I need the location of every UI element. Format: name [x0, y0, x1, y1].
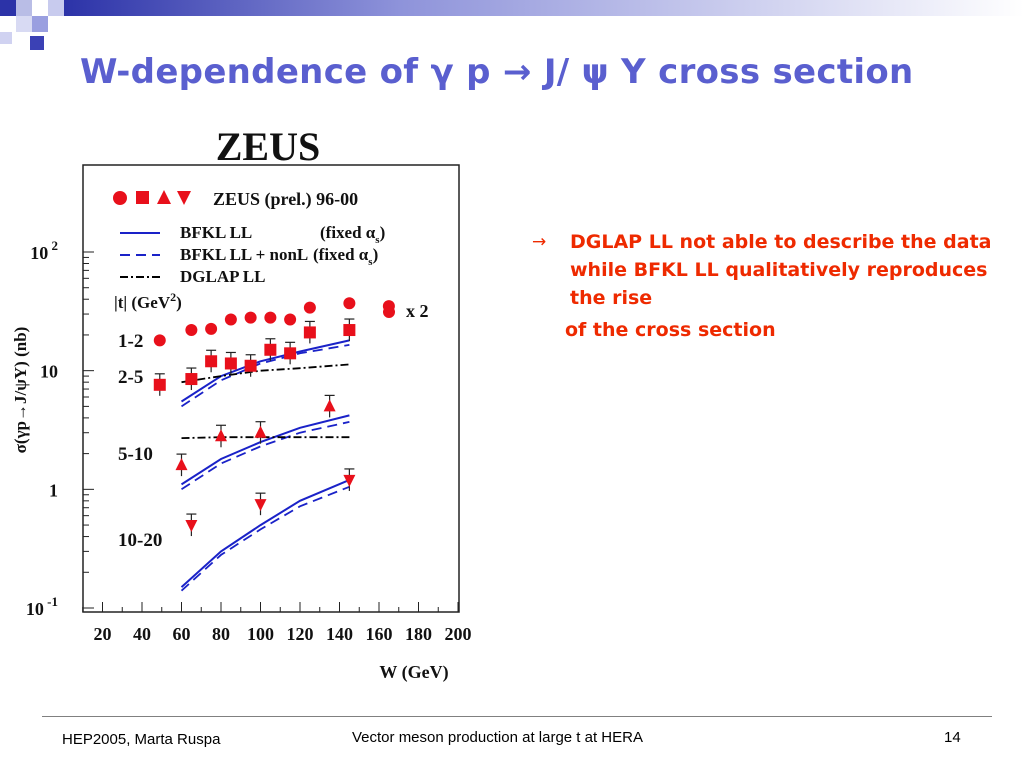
data-point-square [264, 343, 277, 356]
header-gradient-bar [64, 0, 1024, 16]
legend-line-label: BFKL LL [180, 223, 252, 242]
legend-marker-triangle-down [177, 191, 191, 205]
arrow-bullet-icon: → [532, 232, 547, 252]
bullet-point: → DGLAP LL not able to describe the data… [532, 228, 992, 344]
data-point-circle [185, 324, 198, 337]
zeus-chart: ZEUS 20 40 60 80 100 120 140 160 180 200 10 -1 1 10 1… [0, 110, 500, 700]
slide-title: W-dependence of γ p → J/ ψ Y cross secti… [80, 52, 914, 92]
legend-line-label: BFKL LL + nonL [180, 245, 308, 264]
logo-square-light-top [16, 0, 32, 16]
legend-t-header: |t| (GeV2) [114, 290, 182, 312]
chart-title: ZEUS [216, 124, 321, 169]
data-point-triangle-up [323, 399, 336, 412]
bfkl-nonl-curve [181, 344, 350, 408]
y-tick-label: 1 [49, 480, 58, 500]
data-point-circle [224, 313, 237, 326]
bullet-text-line2: of the cross section [565, 319, 776, 341]
data-point-circle [343, 297, 356, 310]
logo-square-lavender [32, 16, 48, 32]
data-point-triangle-up [175, 458, 188, 471]
bfkl-nonl-curve [180, 485, 350, 592]
data-point-triangle-down [343, 474, 356, 487]
dglap-curve [181, 436, 350, 439]
y-tick-label: 10 -1 [26, 594, 58, 619]
series-label: 2-5 [118, 367, 143, 388]
series-label: 1-2 [118, 331, 143, 352]
data-point-triangle-down [254, 499, 267, 512]
data-point-square [244, 359, 257, 372]
x-tick-label: 100 [247, 624, 274, 644]
x-tick-label: 60 [173, 624, 191, 644]
footer-talk-title: Vector meson production at large t at HE… [352, 729, 643, 746]
scale-note-marker [383, 306, 395, 318]
data-point-square [343, 324, 356, 337]
data-point-circle [303, 301, 316, 314]
data-point-circle [264, 311, 277, 324]
y-tick-label: 10 [40, 362, 58, 382]
data-point-square [205, 355, 218, 368]
x-axis-label: W (GeV) [379, 662, 448, 683]
legend-line-label: DGLAP LL [180, 267, 266, 286]
legend-line-note: (fixed αs) [320, 223, 385, 246]
data-point-circle [284, 313, 297, 326]
bfkl-curve [180, 414, 350, 486]
data-point-square [185, 373, 198, 386]
logo-square-small [0, 32, 12, 44]
legend-marker-triangle-up [157, 190, 171, 204]
logo-square-blue-mid [30, 36, 44, 50]
x-tick-label: 200 [445, 624, 472, 644]
data-point-square [153, 378, 166, 391]
plot-frame [82, 164, 460, 613]
x-tick-label: 80 [212, 624, 230, 644]
data-point-triangle-down [185, 520, 198, 533]
data-point-square [224, 357, 237, 370]
footer-divider [42, 716, 992, 717]
y-tick-label: 10 2 [30, 238, 58, 263]
logo-square-blue-top [0, 0, 16, 16]
x-tick-label: 120 [287, 624, 314, 644]
data-point-circle [244, 311, 257, 324]
bfkl-curve [180, 478, 350, 588]
dglap-curve [181, 363, 350, 384]
chart-svg: ZEUS 20 40 60 80 100 120 140 160 180 200 10 -1 1 10 1… [11, 124, 472, 683]
data-point-triangle-up [254, 425, 267, 438]
data-point-circle [153, 334, 166, 347]
x-tick-label: 140 [326, 624, 353, 644]
bfkl-nonl-curve [181, 421, 350, 491]
page-number: 14 [944, 729, 961, 746]
legend-marker-circle [113, 191, 127, 205]
scale-note-label: x 2 [406, 301, 429, 321]
series-label: 10-20 [118, 530, 162, 551]
data-point-circle [205, 322, 218, 335]
data-point-square [284, 347, 297, 360]
bullet-text-line1: DGLAP LL not able to describe the data w… [570, 231, 992, 309]
footer-author: HEP2005, Marta Ruspa [62, 731, 221, 748]
x-tick-label: 20 [94, 624, 112, 644]
legend-line-note: (fixed αs) [313, 245, 378, 268]
series-label: 5-10 [118, 444, 153, 465]
y-axis-label: σ(γp→J/ψY) (nb) [11, 327, 30, 454]
legend-marker-square [136, 191, 149, 204]
x-tick-label: 180 [405, 624, 432, 644]
legend-data-label: ZEUS (prel.) 96-00 [213, 189, 358, 210]
logo-square-pale [48, 0, 64, 16]
bfkl-curve [180, 339, 350, 403]
x-tick-label: 40 [133, 624, 151, 644]
data-point-square [303, 326, 316, 339]
logo-square-light-left [16, 16, 32, 32]
x-tick-label: 160 [366, 624, 393, 644]
data-point-triangle-up [215, 429, 227, 442]
